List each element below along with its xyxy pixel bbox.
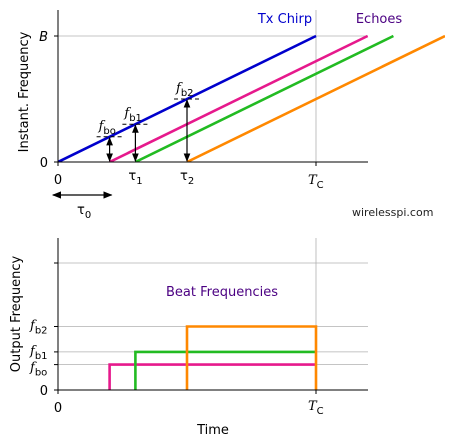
- chart-title: Beat Frequencies: [166, 285, 278, 300]
- beat-series-1: [134, 350, 316, 390]
- y-axis-label: Output Frequency: [9, 255, 24, 372]
- beat-label-b2: fb2: [175, 81, 194, 99]
- watermark-text: wirelesspi.com: [352, 206, 433, 219]
- series-label-echoes: Echoes: [356, 12, 403, 27]
- top-chart: fbo fb1 fb2 0 B 0 TC τ1 τ2 τ0 Instant. Frequency Tx…: [17, 10, 445, 221]
- x-tick-label-1: TC: [308, 399, 324, 417]
- tau0-label: τ0: [77, 203, 91, 221]
- x-axis-label: Time: [196, 423, 229, 438]
- x-tick-label-0: 0: [54, 401, 62, 416]
- y-axis-label: Instant. Frequency: [17, 31, 32, 152]
- delay-label-1: τ1: [128, 169, 142, 187]
- beat-series-2: [185, 325, 318, 390]
- series-line-0: [58, 34, 317, 162]
- x-tick-label-0: 0: [54, 173, 62, 188]
- y-tick-label-0: 0: [40, 156, 48, 171]
- series-line-3: [186, 34, 445, 162]
- delay-label-2: τ2: [180, 169, 194, 187]
- series-line-1: [109, 34, 369, 162]
- y-tick-label-b2: fb2: [29, 319, 48, 337]
- series-label-tx-chirp: Tx Chirp: [257, 12, 312, 27]
- series-line-2: [134, 34, 394, 162]
- beat-label-b1: fb1: [123, 106, 142, 124]
- y-tick-label-0: 0: [40, 384, 48, 399]
- beat-label-bo: fbo: [98, 119, 116, 137]
- series-group: [58, 34, 445, 162]
- x-tick-label-1: TC: [308, 173, 324, 191]
- beat-series-0: [108, 363, 316, 390]
- y-tick-label-b1: fb1: [29, 344, 48, 362]
- y-tick-label-1: B: [39, 30, 48, 45]
- y-tick-label-bo: fbo: [29, 361, 47, 379]
